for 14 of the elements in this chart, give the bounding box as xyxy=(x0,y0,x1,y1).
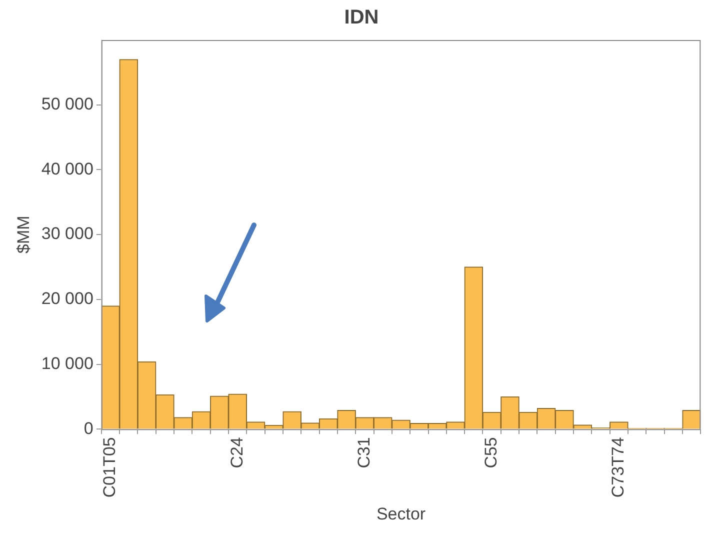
y-tick-label: 30 000 xyxy=(41,224,94,244)
x-tick-label: C73T74 xyxy=(608,437,628,498)
y-tick-label: 20 000 xyxy=(41,289,94,308)
y-tick-label: 40 000 xyxy=(41,159,94,178)
x-axis-title: Sector xyxy=(376,504,426,524)
x-tick-label: C24 xyxy=(227,437,246,468)
x-tick-label: C01T05 xyxy=(100,437,120,498)
x-tick-label: C31 xyxy=(354,437,374,468)
y-tick-label: 50 000 xyxy=(41,94,94,114)
y-tick-label: 10 000 xyxy=(41,354,94,373)
y-tick-label: 0 xyxy=(84,418,94,438)
y-axis-title: $MM xyxy=(14,216,33,254)
x-tick-label: C55 xyxy=(482,437,501,468)
chart-title: IDN xyxy=(344,6,379,29)
